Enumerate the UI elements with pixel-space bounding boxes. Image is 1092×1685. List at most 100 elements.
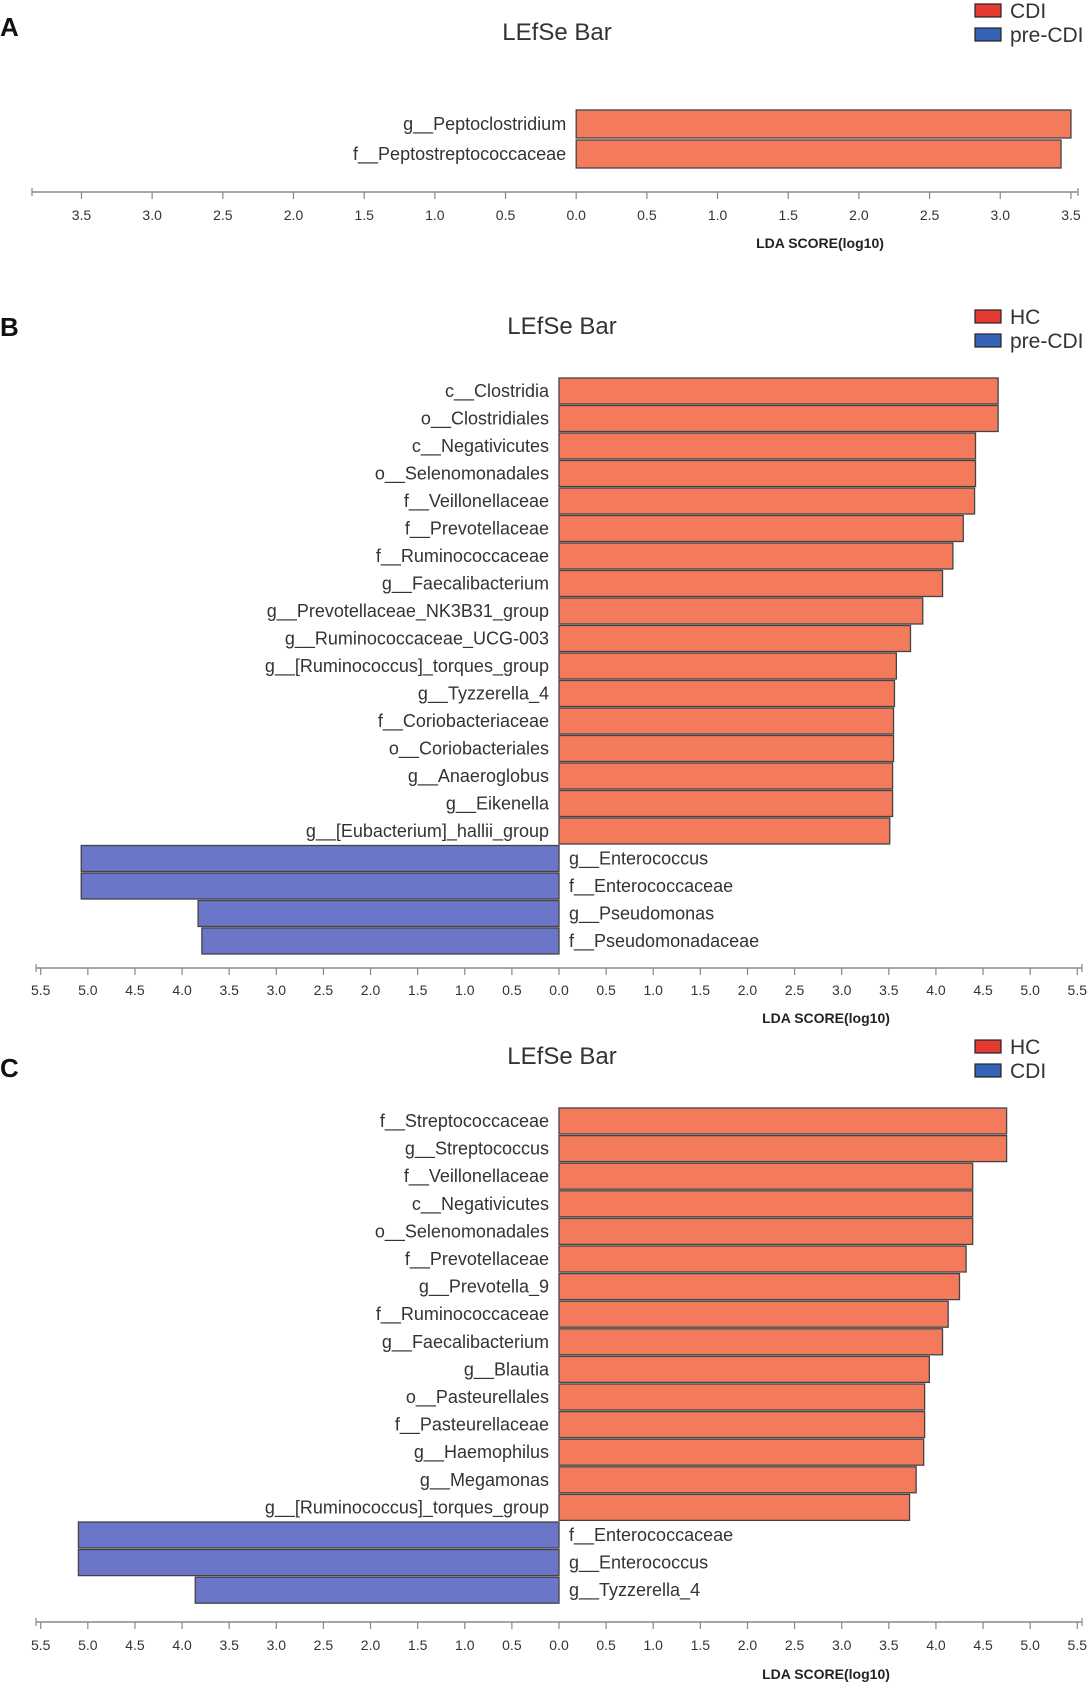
bar-f-enterococcaceae: [80, 872, 560, 900]
x-tick-label: 5.0: [1020, 982, 1040, 998]
bar-label-f-peptostreptococcaceae: f__Peptostreptococcaceae: [353, 144, 566, 165]
bar-g-haemophilus: [558, 1438, 925, 1466]
bar-f-peptostreptococcaceae: [575, 139, 1062, 169]
x-axis-label: LDA SCORE(log10): [762, 1666, 890, 1682]
x-tick-label: 3.0: [267, 982, 287, 998]
x-tick-label: 4.0: [926, 1637, 946, 1653]
x-tick-label: 2.0: [738, 982, 758, 998]
bar-label-f-pseudomonadaceae: f__Pseudomonadaceae: [569, 931, 759, 952]
bar-label-f-prevotellaceae: f__Prevotellaceae: [405, 519, 549, 540]
chart-title: LEfSe Bar: [507, 1043, 616, 1070]
x-tick-label: 2.5: [785, 982, 805, 998]
bar-label-o-coriobacteriales: o__Coriobacteriales: [389, 739, 549, 760]
bar-f-pseudomonadaceae: [201, 927, 560, 955]
x-tick-label: 4.0: [172, 1637, 192, 1653]
bar-g-peptoclostridium: [575, 109, 1072, 139]
panel-letter: B: [0, 312, 19, 342]
x-tick-label: 3.0: [267, 1637, 287, 1653]
x-tick-label: 1.0: [643, 1637, 663, 1653]
bar-label-c-negativicutes: c__Negativicutes: [412, 1194, 549, 1215]
legend-swatch-cdi: [974, 1063, 1002, 1078]
bar-o-selenomonadales: [558, 459, 977, 488]
bar-label-f-coriobacteriaceae: f__Coriobacteriaceae: [378, 711, 549, 732]
bar-g-pseudomonas: [197, 899, 560, 928]
bar-label-g-eubacterium-hallii-group: g__[Eubacterium]_hallii_group: [306, 821, 549, 842]
bar-g-prevotella-9: [558, 1272, 961, 1301]
bar-g-anaeroglobus: [558, 762, 894, 790]
bar-label-o-pasteurellales: o__Pasteurellales: [406, 1387, 549, 1408]
bar-g-blautia: [558, 1355, 930, 1384]
bar-label-g-streptococcus: g__Streptococcus: [405, 1139, 549, 1160]
bar-label-o-selenomonadales: o__Selenomonadales: [375, 1221, 549, 1242]
x-tick-label: 3.5: [1061, 207, 1081, 223]
bar-label-g-faecalibacterium: g__Faecalibacterium: [382, 1332, 549, 1353]
bar-label-g-prevotella-9: g__Prevotella_9: [419, 1277, 549, 1298]
x-tick-label: 0.0: [566, 207, 586, 223]
bar-c-negativicutes: [558, 1190, 974, 1218]
x-tick-label: 0.5: [596, 1637, 616, 1653]
legend-swatch-hc: [974, 309, 1002, 324]
bar-label-g-ruminococcus-torques-group: g__[Ruminococcus]_torques_group: [265, 1497, 549, 1518]
bar-c-negativicutes: [558, 432, 977, 460]
x-tick-label: 2.5: [213, 207, 233, 223]
bar-label-f-enterococcaceae: f__Enterococcaceae: [569, 1525, 733, 1546]
x-tick-label: 2.0: [738, 1637, 758, 1653]
x-tick-label: 0.5: [496, 207, 516, 223]
bar-label-g-faecalibacterium: g__Faecalibacterium: [382, 574, 549, 595]
bar-o-coriobacteriales: [558, 734, 895, 763]
bar-f-pasteurellaceae: [558, 1410, 926, 1439]
x-axis-label: LDA SCORE(log10): [756, 235, 884, 251]
bar-g-faecalibacterium: [558, 1328, 944, 1356]
bar-g-megamonas: [558, 1466, 917, 1494]
x-tick-label: 4.0: [926, 982, 946, 998]
x-tick-label: 4.5: [125, 1637, 145, 1653]
bar-f-enterococcaceae: [77, 1521, 560, 1549]
bar-g-ruminococcaceae-ucg-003: [558, 624, 912, 653]
legend-swatch-cdi: [974, 3, 1002, 18]
bar-label-g-ruminococcus-torques-group: g__[Ruminococcus]_torques_group: [265, 656, 549, 677]
bar-label-f-ruminococcaceae: f__Ruminococcaceae: [376, 1304, 549, 1325]
bar-g-tyzzerella-4: [558, 679, 896, 708]
bar-label-f-pasteurellaceae: f__Pasteurellaceae: [395, 1415, 549, 1436]
bar-label-f-veillonellaceae: f__Veillonellaceae: [404, 491, 549, 512]
x-tick-label: 3.5: [72, 207, 92, 223]
x-tick-label: 4.5: [973, 982, 993, 998]
bar-o-pasteurellales: [558, 1383, 926, 1411]
legend-label-pre-cdi: pre-CDI: [1010, 24, 1084, 47]
x-tick-label: 3.0: [142, 207, 162, 223]
x-tick-label: 2.5: [920, 207, 940, 223]
x-tick-label: 1.5: [408, 982, 428, 998]
legend-label-hc: HC: [1010, 1036, 1040, 1059]
bar-label-g-enterococcus: g__Enterococcus: [569, 849, 708, 870]
x-tick-label: 3.5: [879, 1637, 899, 1653]
x-tick-label: 0.5: [637, 207, 657, 223]
x-tick-label: 2.5: [314, 982, 334, 998]
bar-label-g-haemophilus: g__Haemophilus: [414, 1442, 549, 1463]
bar-g-tyzzerella-4: [194, 1576, 560, 1604]
x-tick-label: 5.0: [1020, 1637, 1040, 1653]
bar-label-g-blautia: g__Blautia: [464, 1359, 550, 1380]
x-tick-label: 2.0: [361, 1637, 381, 1653]
bar-label-c-clostridia: c__Clostridia: [445, 381, 550, 402]
bar-label-c-negativicutes: c__Negativicutes: [412, 436, 549, 457]
bar-o-selenomonadales: [558, 1217, 974, 1246]
x-tick-label: 5.5: [31, 1637, 51, 1653]
bar-f-prevotellaceae: [558, 514, 964, 543]
bar-g-faecalibacterium: [558, 569, 944, 598]
x-tick-label: 1.0: [643, 982, 663, 998]
x-tick-label: 5.5: [1068, 1637, 1088, 1653]
bar-g-eubacterium-hallii-group: [558, 817, 891, 845]
bar-label-g-tyzzerella-4: g__Tyzzerella_4: [418, 684, 549, 705]
x-tick-label: 2.0: [849, 207, 869, 223]
bar-g-enterococcus: [77, 1548, 560, 1577]
legend-label-cdi: CDI: [1010, 0, 1046, 23]
bar-label-f-enterococcaceae: f__Enterococcaceae: [569, 876, 733, 897]
panel-letter: A: [0, 12, 19, 42]
legend-label-pre-cdi: pre-CDI: [1010, 330, 1084, 353]
bar-f-ruminococcaceae: [558, 1300, 949, 1328]
legend-swatch-hc: [974, 1039, 1002, 1054]
bar-label-g-prevotellaceae-nk3b31-group: g__Prevotellaceae_NK3B31_group: [267, 601, 549, 622]
x-tick-label: 4.5: [973, 1637, 993, 1653]
